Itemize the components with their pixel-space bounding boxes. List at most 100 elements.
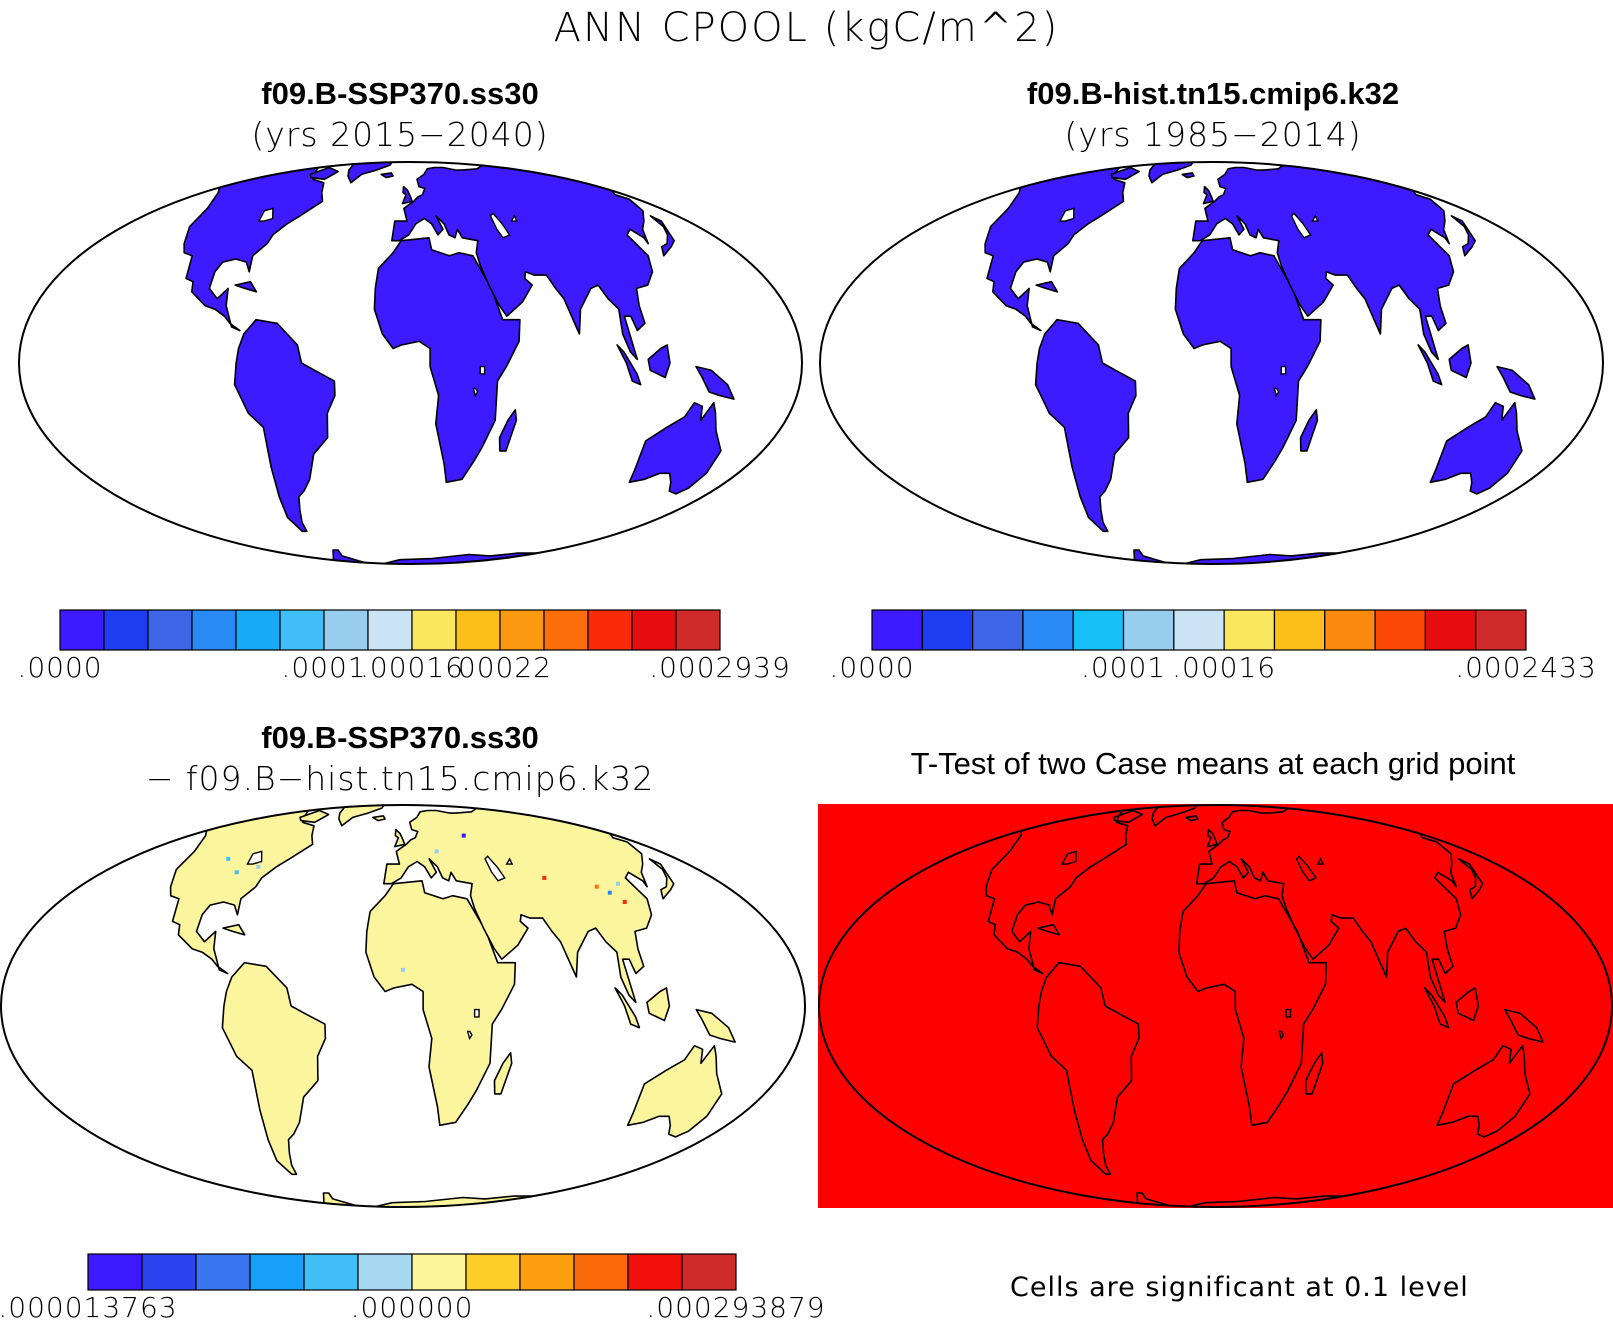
- colorbar-labels-difference: .000013763 .000000 .000293879: [0, 1291, 825, 1324]
- colorbar-box: [587, 609, 633, 651]
- colorbar-box: [921, 609, 974, 651]
- colorbar-tick-label: .0000: [829, 651, 915, 684]
- landmass-mad: [1305, 1052, 1324, 1095]
- lake-outline: [489, 212, 511, 239]
- map-difference: [0, 804, 806, 1208]
- lake-outline: [473, 1008, 480, 1018]
- landmass-ng: [695, 1008, 736, 1043]
- colorbar-box: [972, 609, 1024, 651]
- landmass-af: [1174, 237, 1322, 484]
- landmass-sa: [221, 961, 327, 1176]
- lake-outline: [1278, 1030, 1285, 1041]
- landmass-balt: [1113, 809, 1143, 824]
- landmass-af: [373, 237, 521, 484]
- landmass-eu: [391, 162, 659, 361]
- landmass-sum: [616, 344, 642, 386]
- colorbar-box: [1173, 609, 1225, 651]
- colorbar-box: [1374, 609, 1426, 651]
- landmass-cuba: [234, 280, 258, 293]
- landmass-balt: [309, 166, 339, 181]
- landmass-uk: [394, 828, 406, 848]
- landmass-bor: [646, 987, 671, 1022]
- colorbar-difference: [87, 1253, 737, 1291]
- lake-outline: [1280, 365, 1287, 375]
- map-hist: [819, 161, 1604, 565]
- landmass-ice: [372, 815, 386, 822]
- landmass-ng: [1504, 1008, 1544, 1043]
- landmass-na: [168, 163, 325, 332]
- landmass-af: [1178, 880, 1328, 1127]
- landmass-sa: [233, 318, 336, 533]
- landmass-au: [628, 401, 722, 495]
- colorbar-box: [147, 609, 193, 651]
- map-border: [819, 161, 1604, 565]
- colorbar-box: [411, 1253, 467, 1291]
- colorbar-box: [367, 609, 413, 651]
- colorbar-box: [1022, 609, 1074, 651]
- landmass-can1: [281, 805, 330, 809]
- difference-gridcell: [256, 864, 261, 869]
- colorbar-box: [323, 609, 369, 651]
- landmass-cuba: [222, 923, 246, 936]
- landmass-bor: [1448, 344, 1472, 379]
- colorbar-tick-label: .0002939: [649, 651, 791, 684]
- colorbar-tick-label: .000293879: [646, 1291, 826, 1324]
- colorbar-box: [871, 609, 923, 651]
- landmass-gl: [1151, 805, 1201, 827]
- difference-gridcell: [226, 856, 231, 861]
- lake-outline: [1058, 207, 1075, 222]
- colorbar-box: [235, 609, 281, 651]
- panel-title-hist: f09.B-hist.tn15.cmip6.k32: [1026, 76, 1400, 111]
- landmass-af: [365, 880, 517, 1127]
- landmass-mad: [1299, 409, 1319, 452]
- colorbar-box: [411, 609, 457, 651]
- landmass-uk: [1202, 185, 1214, 205]
- landmass-au: [626, 1044, 723, 1138]
- landmass-jp: [1457, 858, 1484, 900]
- lake-outline: [1285, 1008, 1292, 1018]
- lake-outline: [257, 207, 274, 222]
- colorbar-tick-label: .0001: [1080, 651, 1167, 684]
- landmass-ice: [380, 172, 394, 179]
- colorbar-box: [1223, 609, 1276, 651]
- panel-subtitle-ssp370: (yrs 2015−2040): [251, 115, 549, 154]
- lake-outline: [1316, 857, 1325, 865]
- lake-outline: [505, 857, 514, 865]
- difference-gridcell: [401, 967, 405, 972]
- difference-gridcell: [461, 833, 466, 838]
- map-border: [818, 804, 1613, 1208]
- colorbar-hist: [871, 609, 1527, 651]
- landmass-mad: [498, 409, 518, 452]
- lake-outline: [479, 365, 486, 375]
- landmass-eu: [1192, 162, 1460, 361]
- colorbar-box: [195, 1253, 251, 1291]
- colorbar-box: [357, 1253, 413, 1291]
- difference-gridcell: [542, 875, 547, 880]
- colorbar-box: [465, 1253, 521, 1291]
- difference-gridcell: [234, 870, 239, 875]
- colorbar-ssp370: [59, 609, 721, 651]
- landmass-cuba: [1037, 923, 1061, 936]
- landmass-bor: [1455, 987, 1480, 1022]
- colorbar-box: [1324, 609, 1376, 651]
- map-border: [0, 804, 806, 1208]
- lake-outline: [1290, 212, 1312, 239]
- panel-subtitle-hist: (yrs 1985−2014): [1064, 115, 1362, 154]
- colorbar-labels-ssp370: .0000 .0001.00016.00022 .0002939: [17, 651, 789, 688]
- colorbar-tick-label: .00022: [448, 651, 552, 684]
- colorbar-box: [675, 609, 721, 651]
- colorbar-tick-label: .000000: [350, 1291, 474, 1324]
- colorbar-box: [303, 1253, 359, 1291]
- ttest-significance-fill: [818, 804, 1613, 1208]
- colorbar-labels-hist: .0000 .0001.00016 .0002433: [829, 651, 1595, 688]
- landmass-balt: [1110, 166, 1140, 181]
- difference-gridcell: [434, 849, 439, 854]
- colorbar-box: [543, 609, 589, 651]
- landmass-balt: [299, 809, 330, 824]
- landmass-sum: [614, 987, 641, 1029]
- landmass-jp: [648, 858, 675, 900]
- landmass-sum: [1423, 987, 1450, 1029]
- landmass-jp: [1450, 215, 1476, 257]
- colorbar-box: [191, 609, 237, 651]
- colorbar-box: [1273, 609, 1326, 651]
